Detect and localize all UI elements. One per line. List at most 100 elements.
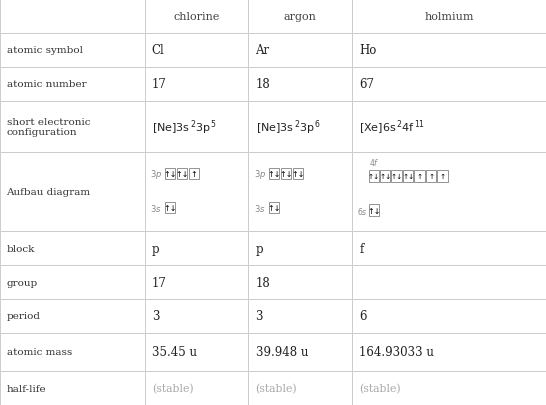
Bar [248,34,352,68]
Bar [352,101,546,153]
Text: 6: 6 [359,310,367,323]
Bar [145,0,248,34]
Text: ↑: ↑ [440,174,446,180]
Bar [145,232,248,266]
Text: ↑↓: ↑↓ [267,170,281,179]
Bar [145,299,248,333]
Text: Cl: Cl [152,44,164,57]
Text: ↑↓: ↑↓ [367,206,381,215]
Bar [352,299,546,333]
Text: $3p$: $3p$ [254,168,266,181]
Bar [352,0,546,34]
Bar [352,68,546,101]
Bar [269,168,279,180]
Bar [0,68,145,101]
Text: $3p$: $3p$ [150,168,162,181]
Text: ↑↓: ↑↓ [402,174,414,180]
Bar [248,371,352,405]
Bar [248,68,352,101]
Text: $4f$: $4f$ [369,157,379,168]
Text: half-life: half-life [7,384,46,392]
Text: Ho: Ho [359,44,377,57]
Text: p: p [256,242,263,255]
Text: ↑↓: ↑↓ [379,174,391,180]
Bar [0,0,145,34]
Bar [352,34,546,68]
Text: ↑: ↑ [191,170,198,179]
Bar [0,232,145,266]
Bar [248,299,352,333]
Bar [380,171,390,182]
Bar [165,168,175,180]
Text: $6s$: $6s$ [357,205,367,216]
Bar [248,0,352,34]
Bar [0,34,145,68]
Bar [248,333,352,371]
Bar [248,153,352,232]
Text: (stable): (stable) [359,383,401,393]
Bar [0,101,145,153]
Text: p: p [152,242,159,255]
Bar [0,153,145,232]
Bar [426,171,436,182]
Text: (stable): (stable) [256,383,297,393]
Text: ↑↓: ↑↓ [175,170,189,179]
Bar [369,205,379,216]
Bar [145,34,248,68]
Bar [177,168,187,180]
Bar [352,153,546,232]
Text: $\mathsf{[Ne]3s^{\,2}3p^{\,6}}$: $\mathsf{[Ne]3s^{\,2}3p^{\,6}}$ [256,118,321,136]
Bar [391,171,402,182]
Bar [352,371,546,405]
Text: atomic symbol: atomic symbol [7,46,82,55]
Bar [352,232,546,266]
Text: atomic number: atomic number [7,80,86,89]
Text: ↑↓: ↑↓ [367,174,380,180]
Text: 39.948 u: 39.948 u [256,345,308,358]
Text: short electronic
configuration: short electronic configuration [7,117,90,137]
Bar [0,333,145,371]
Text: 17: 17 [152,78,167,91]
Text: ↑↓: ↑↓ [163,204,177,213]
Text: f: f [359,242,364,255]
Bar [145,266,248,299]
Text: group: group [7,278,38,287]
Text: holmium: holmium [424,12,474,22]
Bar [145,333,248,371]
Bar [437,171,448,182]
Text: 67: 67 [359,78,374,91]
Bar [403,171,413,182]
Text: 18: 18 [256,276,270,289]
Text: Ar: Ar [256,44,270,57]
Bar [145,153,248,232]
Bar [248,232,352,266]
Text: 3: 3 [256,310,263,323]
Bar [0,371,145,405]
Bar [414,171,425,182]
Bar [248,266,352,299]
Text: period: period [7,311,40,321]
Text: ↑↓: ↑↓ [163,170,177,179]
Text: ↑: ↑ [428,174,434,180]
Text: ↑↓: ↑↓ [390,174,403,180]
Text: 164.93033 u: 164.93033 u [359,345,434,358]
Text: $3s$: $3s$ [150,202,162,213]
Text: ↑↓: ↑↓ [291,170,305,179]
Bar [0,299,145,333]
Text: Aufbau diagram: Aufbau diagram [7,188,91,197]
Text: ↑: ↑ [417,174,423,180]
Text: $3s$: $3s$ [254,202,265,213]
Text: ↑↓: ↑↓ [267,204,281,213]
Bar [281,168,291,180]
Bar [352,266,546,299]
Text: ↑↓: ↑↓ [279,170,293,179]
Text: block: block [7,244,35,253]
Bar [165,202,175,214]
Text: atomic mass: atomic mass [7,347,72,357]
Bar [145,371,248,405]
Bar [145,101,248,153]
Bar [369,171,379,182]
Text: $\mathsf{[Ne]3s^{\,2}3p^{\,5}}$: $\mathsf{[Ne]3s^{\,2}3p^{\,5}}$ [152,118,217,136]
Text: 35.45 u: 35.45 u [152,345,197,358]
Text: 3: 3 [152,310,159,323]
